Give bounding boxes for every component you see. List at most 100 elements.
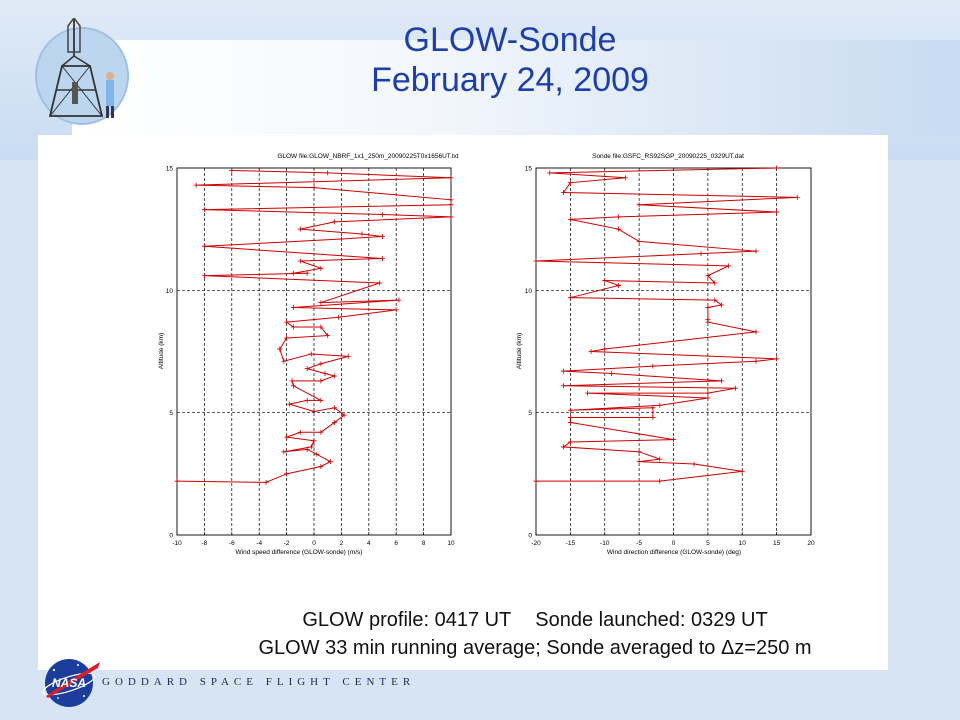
x-tick-label: -5	[636, 540, 642, 547]
data-point-marker	[726, 263, 731, 268]
data-point-marker	[719, 378, 724, 383]
data-point-marker	[449, 197, 454, 202]
data-point-marker	[359, 232, 364, 237]
data-point-marker	[305, 398, 310, 403]
data-point-marker	[602, 278, 607, 283]
data-point-marker	[318, 266, 323, 271]
data-point-marker	[284, 435, 289, 440]
chart-title: GLOW file:GLOW_NBRF_1x1_250m_20090225T0x…	[277, 153, 459, 160]
data-point-marker	[657, 403, 662, 408]
data-point-marker	[609, 371, 614, 376]
data-point-marker	[637, 202, 642, 207]
data-point-marker	[328, 459, 333, 464]
sonde-launch-time: Sonde launched: 0329 UT	[535, 609, 767, 631]
glow-profile-time: GLOW profile: 0417 UT	[302, 609, 511, 631]
data-point-marker	[312, 438, 317, 443]
data-point-marker	[380, 234, 385, 239]
left-border	[0, 160, 38, 670]
y-tick-label: 5	[169, 410, 173, 417]
data-point-marker	[534, 479, 539, 484]
data-point-marker	[568, 217, 573, 222]
y-axis-label: Altitude (km)	[158, 333, 165, 369]
x-tick-label: 4	[367, 540, 371, 547]
caption-line-2: GLOW 33 min running average; Sonde avera…	[150, 634, 920, 662]
y-tick-label: 0	[169, 533, 173, 540]
data-point-marker	[202, 273, 207, 278]
data-point-marker	[616, 227, 621, 232]
data-point-marker	[561, 383, 566, 388]
data-point-marker	[287, 402, 292, 407]
data-point-marker	[449, 214, 454, 219]
title-line-2: February 24, 2009	[250, 60, 770, 100]
data-point-marker	[671, 437, 676, 442]
resolution-text: z=250 m	[734, 637, 811, 659]
data-point-marker	[449, 175, 454, 180]
caption-line-1: GLOW profile: 0417 UT Sonde launched: 032…	[150, 606, 920, 634]
data-point-marker	[705, 391, 710, 396]
data-point-marker	[637, 459, 642, 464]
x-tick-label: 0	[672, 540, 676, 547]
data-point-marker	[318, 361, 323, 366]
x-tick-label: 6	[394, 540, 398, 547]
data-point-marker	[637, 449, 642, 454]
data-point-marker	[585, 391, 590, 396]
data-point-marker	[281, 359, 286, 364]
data-point-marker	[229, 168, 234, 173]
data-point-marker	[699, 251, 704, 256]
x-tick-label: 20	[807, 540, 815, 547]
y-tick-label: 15	[166, 166, 174, 173]
data-point-marker	[740, 469, 745, 474]
data-point-marker	[277, 347, 282, 352]
data-point-marker	[291, 383, 296, 388]
x-tick-label: -10	[172, 540, 182, 547]
nasa-logo: NASA	[40, 656, 102, 710]
data-point-marker	[733, 386, 738, 391]
right-border	[888, 160, 960, 670]
data-point-marker	[616, 283, 621, 288]
data-point-marker	[568, 408, 573, 413]
data-point-marker	[380, 256, 385, 261]
data-point-marker	[314, 452, 319, 457]
data-point-marker	[284, 336, 289, 341]
data-point-marker	[339, 236, 344, 241]
data-point-marker	[305, 366, 310, 371]
x-tick-label: 0	[312, 540, 316, 547]
x-tick-label: 5	[706, 540, 710, 547]
figure-panel: GLOW file:GLOW_NBRF_1x1_250m_20090225T0x…	[38, 135, 888, 585]
data-point-marker	[394, 307, 399, 312]
x-axis-label: Wind speed difference (GLOW-sonde) (m/s)	[236, 549, 363, 556]
data-point-marker	[705, 395, 710, 400]
data-point-marker	[175, 479, 180, 484]
data-point-marker	[754, 359, 759, 364]
data-point-marker	[774, 210, 779, 215]
data-point-marker	[650, 415, 655, 420]
data-point-marker	[568, 295, 573, 300]
y-axis-label: Altitude (km)	[516, 333, 523, 369]
x-tick-label: 8	[422, 540, 426, 547]
y-tick-label: 5	[528, 410, 532, 417]
page-title: GLOW-Sonde February 24, 2009	[250, 20, 770, 100]
data-point-marker	[449, 202, 454, 207]
data-point-marker	[692, 462, 697, 467]
data-point-marker	[705, 305, 710, 310]
x-tick-label: 10	[739, 540, 747, 547]
data-point-marker	[657, 479, 662, 484]
x-tick-label: -4	[256, 540, 262, 547]
data-point-marker	[202, 244, 207, 249]
charts-svg: GLOW file:GLOW_NBRF_1x1_250m_20090225T0x…	[38, 135, 888, 585]
data-point-marker	[568, 420, 573, 425]
data-point-marker	[754, 329, 759, 334]
x-tick-label: -8	[202, 540, 208, 547]
data-point-marker	[318, 378, 323, 383]
data-point-marker	[657, 457, 662, 462]
data-point-marker	[589, 349, 594, 354]
data-point-marker	[616, 214, 621, 219]
data-point-marker	[561, 369, 566, 374]
data-point-marker	[312, 409, 317, 414]
data-point-marker	[396, 298, 401, 303]
nasa-wordmark: NASA	[52, 676, 86, 690]
x-axis-label: Wind direction difference (GLOW-sonde) (…	[607, 549, 741, 556]
x-tick-label: 10	[447, 540, 455, 547]
data-point-marker	[291, 271, 296, 276]
data-point-marker	[298, 258, 303, 263]
